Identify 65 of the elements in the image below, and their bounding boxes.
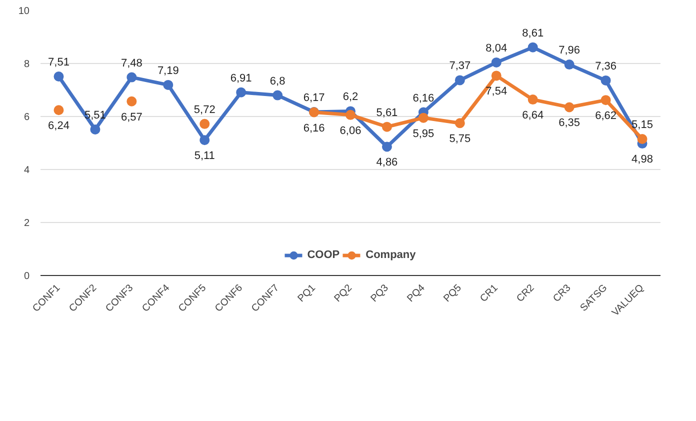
point xyxy=(54,71,64,82)
point xyxy=(528,94,538,105)
point xyxy=(564,102,574,112)
data-label: 4,98 xyxy=(632,154,653,166)
data-label: 6,62 xyxy=(595,110,617,122)
data-label: 7,48 xyxy=(120,57,142,70)
data-label: 7,54 xyxy=(486,86,508,98)
point xyxy=(600,95,611,106)
point xyxy=(600,75,611,86)
point xyxy=(491,57,502,68)
data-label: 8,04 xyxy=(486,42,508,54)
data-label: 6,8 xyxy=(270,75,286,88)
data-label: 7,96 xyxy=(558,44,580,57)
y-tick-label: 10 xyxy=(18,6,30,17)
data-label: 5,95 xyxy=(412,128,434,140)
point xyxy=(272,90,283,100)
x-tick-label: CR2 xyxy=(514,282,538,305)
point xyxy=(454,118,465,128)
data-label: 7,19 xyxy=(157,64,179,77)
data-label: 5,11 xyxy=(194,150,215,162)
legend-label: COOP xyxy=(307,249,340,261)
data-label: 6,57 xyxy=(120,111,142,124)
point xyxy=(200,135,210,146)
point xyxy=(382,142,392,152)
point xyxy=(491,70,502,81)
point xyxy=(454,75,465,86)
y-tick-label: 6 xyxy=(24,112,30,123)
data-label: 6,2 xyxy=(342,91,358,104)
data-label: 5,72 xyxy=(194,104,216,116)
data-label: 6,24 xyxy=(48,120,70,132)
y-tick-label: 8 xyxy=(24,59,30,70)
x-tick-label: PQ1 xyxy=(296,282,318,305)
point xyxy=(126,96,137,106)
data-label: 7,36 xyxy=(595,60,617,72)
point xyxy=(346,110,356,120)
point xyxy=(200,118,210,129)
data-label: 6,16 xyxy=(412,92,434,104)
data-label: 8,61 xyxy=(522,27,544,40)
x-tick-label: CR3 xyxy=(551,282,574,305)
data-label: 6,64 xyxy=(522,110,544,122)
point xyxy=(163,80,174,90)
data-label: 7,37 xyxy=(449,60,471,72)
data-label: 5,61 xyxy=(376,106,398,119)
point xyxy=(528,42,538,52)
legend-label: Company xyxy=(366,249,416,261)
data-label: 4,86 xyxy=(376,156,398,169)
point xyxy=(90,124,100,134)
data-label: 6,35 xyxy=(558,117,580,130)
data-label: 6,17 xyxy=(303,92,325,104)
point xyxy=(382,122,392,132)
data-label: 5,75 xyxy=(449,133,471,146)
point xyxy=(418,112,428,123)
x-tick-label: CR1 xyxy=(478,282,501,305)
y-tick-label: 2 xyxy=(24,218,30,229)
point xyxy=(126,72,137,82)
data-label: 6,16 xyxy=(303,122,325,134)
y-tick-label: 4 xyxy=(24,165,30,176)
y-tick-label: 0 xyxy=(24,271,30,282)
data-label: 7,51 xyxy=(48,56,70,68)
point xyxy=(564,60,574,70)
data-label: 6,91 xyxy=(230,72,252,84)
point xyxy=(637,134,648,144)
point xyxy=(236,87,246,98)
data-label: 6,06 xyxy=(340,124,362,137)
point xyxy=(54,105,64,116)
